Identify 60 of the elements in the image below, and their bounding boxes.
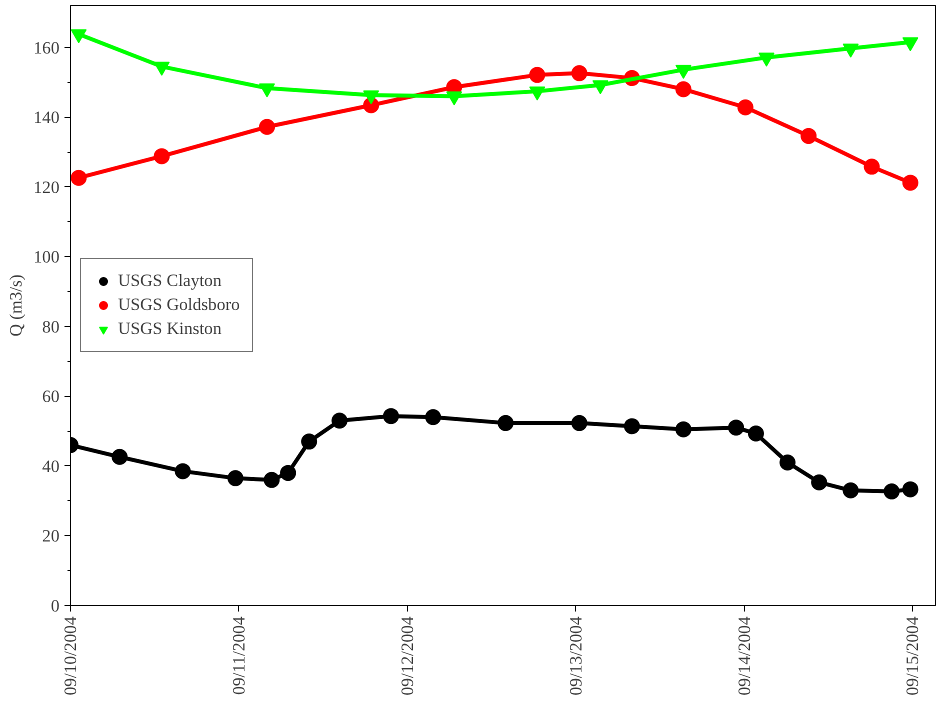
- y-tick-label: 80: [42, 317, 60, 336]
- y-tick-label: 160: [34, 38, 60, 58]
- y-axis-title: Q (m3/s): [6, 274, 26, 337]
- point: [842, 482, 859, 498]
- y-tick-label: 20: [42, 526, 60, 546]
- point: [571, 415, 588, 432]
- point: [259, 118, 276, 135]
- point: [842, 44, 859, 58]
- point: [529, 86, 546, 100]
- point: [884, 483, 900, 500]
- point: [748, 426, 764, 442]
- x-tick-label: 09/13/2004: [566, 616, 586, 696]
- point: [425, 409, 442, 426]
- point: [811, 474, 828, 490]
- point: [301, 434, 318, 450]
- point: [264, 472, 280, 488]
- point: [498, 415, 514, 432]
- point: [571, 65, 588, 82]
- point: [864, 158, 880, 175]
- x-tick-label: 09/14/2004: [734, 616, 754, 696]
- point: [728, 420, 744, 436]
- point: [902, 37, 918, 52]
- x-tick-label: 09/11/2004: [229, 616, 248, 695]
- point: [780, 454, 796, 470]
- legend-label: USGS Goldsboro: [118, 295, 240, 315]
- point: [332, 412, 348, 429]
- point: [154, 148, 170, 164]
- point: [592, 80, 608, 94]
- point: [675, 421, 692, 438]
- point: [675, 64, 692, 79]
- point: [154, 62, 170, 76]
- x-tick-label: 09/12/2004: [398, 616, 417, 696]
- y-tick-label: 100: [34, 248, 60, 267]
- point: [737, 99, 754, 116]
- point: [227, 470, 244, 486]
- point: [363, 90, 380, 104]
- point: [529, 66, 546, 83]
- point: [70, 170, 87, 186]
- point: [675, 81, 692, 98]
- legend-label: USGS Clayton: [118, 271, 222, 291]
- point: [259, 83, 276, 98]
- legend-label: USGS Kinston: [118, 319, 222, 339]
- y-tick-label: 120: [34, 178, 60, 197]
- y-tick-label: 40: [42, 456, 60, 476]
- y-tick-label: 0: [50, 596, 60, 616]
- x-tick-label: 09/10/2004: [61, 616, 80, 696]
- point: [383, 408, 399, 424]
- point: [902, 481, 918, 498]
- y-tick-label: 140: [34, 108, 60, 128]
- point: [902, 174, 918, 191]
- point: [800, 128, 817, 144]
- point: [624, 418, 640, 434]
- point: [446, 91, 462, 106]
- point: [174, 463, 191, 480]
- point: [280, 464, 296, 481]
- x-tick-label: 09/15/2004: [903, 616, 922, 696]
- y-tick-label: 60: [42, 387, 60, 406]
- point: [758, 52, 774, 67]
- point: [112, 448, 128, 465]
- point: [70, 29, 87, 44]
